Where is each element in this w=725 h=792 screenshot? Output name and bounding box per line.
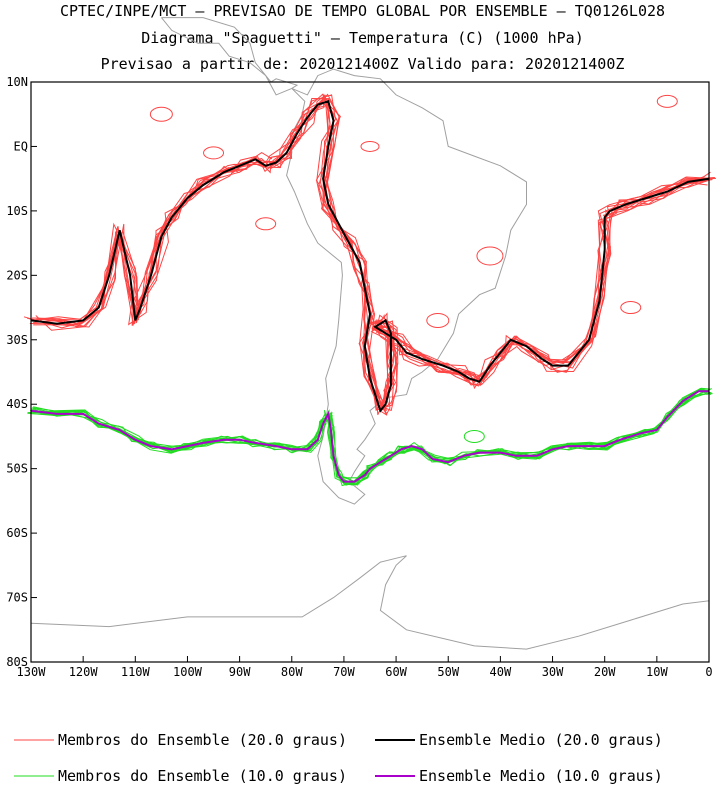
x-tick-label: 50W [437, 665, 459, 679]
members-20-layer [23, 93, 717, 416]
chart-subtitle: Diagrama "Spaguetti" – Temperatura (C) (… [141, 29, 584, 47]
x-tick-label: 40W [490, 665, 512, 679]
coast-antarctica [30, 555, 710, 663]
forecast-dates: Previsao a partir de: 2020121400Z Valido… [100, 55, 625, 73]
member-20-line [35, 99, 713, 410]
member-10-line [34, 389, 708, 486]
legend-label: Ensemble Medio (10.0 graus) [419, 767, 663, 785]
plot-frame [30, 81, 710, 663]
x-tick-label: 10W [646, 665, 668, 679]
member-20-line [35, 104, 706, 416]
member-closed-contour [476, 246, 504, 266]
chart-title: CPTEC/INPE/MCT – PREVISAO DE TEMPO GLOBA… [59, 2, 666, 20]
x-tick-label: 80W [281, 665, 303, 679]
y-tick-label: EQ [14, 139, 28, 153]
member-20-line [32, 93, 714, 409]
member-closed-contour [656, 94, 678, 108]
member-20-line [35, 97, 717, 412]
legend-label: Membros do Ensemble (20.0 graus) [58, 731, 347, 749]
member-closed-contour [255, 217, 277, 231]
legend-label: Membros do Ensemble (10.0 graus) [58, 767, 347, 785]
member-closed-contour [426, 312, 450, 328]
x-tick-label: 110W [121, 665, 151, 679]
member-closed-contour [360, 140, 380, 152]
y-tick-label: 50S [6, 462, 28, 476]
x-tick-label: 70W [333, 665, 355, 679]
x-tick-label: 0 [705, 665, 712, 679]
legend: Membros do Ensemble (20.0 graus) Ensemble… [14, 731, 663, 785]
y-tick-label: 40S [6, 397, 28, 411]
y-tick-label: 60S [6, 526, 28, 540]
ensemble-means-layer [30, 100, 710, 483]
y-tick-label: 70S [6, 591, 28, 605]
x-tick-label: 60W [385, 665, 407, 679]
coastlines-layer [30, 17, 710, 663]
y-tick-label: 10S [6, 204, 28, 218]
coast-south-america [286, 68, 527, 505]
coast-central-america [161, 17, 299, 96]
member-closed-contour [203, 146, 225, 160]
x-tick-label: 20W [594, 665, 616, 679]
x-tick-label: 100W [173, 665, 203, 679]
mean-20-line [30, 100, 710, 413]
y-tick-label: 10N [6, 75, 28, 89]
mean-10-line [30, 390, 709, 483]
x-tick-label: 130W [17, 665, 47, 679]
x-tick-label: 30W [542, 665, 564, 679]
member-10-line [32, 389, 712, 487]
y-tick-label: 30S [6, 333, 28, 347]
member-closed-contour [149, 106, 173, 122]
legend-label: Ensemble Medio (20.0 graus) [419, 731, 663, 749]
axis-ticks: 130W 120W 110W 100W 90W 80W 70W 60W 50W 40W 30W 20W… [6, 75, 712, 679]
y-tick-label: 80S [6, 655, 28, 669]
member-closed-contour [463, 429, 485, 443]
member-closed-contour [620, 301, 642, 315]
y-tick-label: 20S [6, 268, 28, 282]
x-tick-label: 120W [69, 665, 99, 679]
x-tick-label: 90W [229, 665, 251, 679]
